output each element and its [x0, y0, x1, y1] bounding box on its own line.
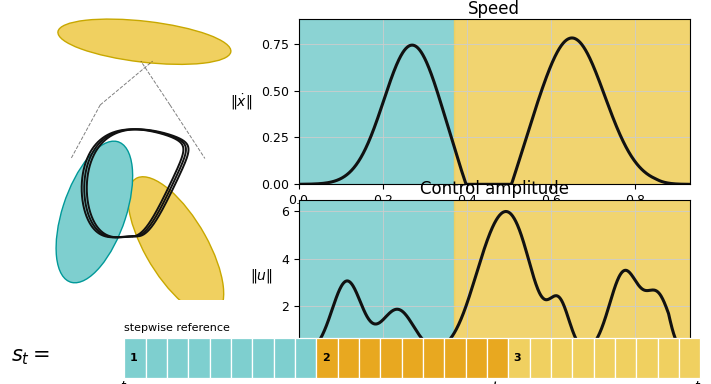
- Bar: [508, 338, 530, 378]
- Title: Control amplitude: Control amplitude: [419, 180, 569, 198]
- Bar: [658, 338, 679, 378]
- Y-axis label: $\|u\|$: $\|u\|$: [250, 268, 273, 285]
- Bar: [252, 338, 274, 378]
- Bar: [679, 338, 700, 378]
- Bar: [295, 338, 316, 378]
- Bar: [454, 200, 690, 353]
- Text: 1: 1: [129, 353, 137, 363]
- Text: $t_i$: $t_i$: [119, 380, 129, 384]
- Text: $t_N$: $t_N$: [694, 380, 707, 384]
- Text: 3: 3: [514, 353, 521, 363]
- Ellipse shape: [128, 177, 224, 315]
- Bar: [487, 338, 508, 378]
- Text: 2: 2: [321, 353, 329, 363]
- Bar: [444, 338, 466, 378]
- Bar: [530, 338, 551, 378]
- Bar: [572, 338, 594, 378]
- Bar: [636, 338, 658, 378]
- Bar: [594, 338, 615, 378]
- X-axis label: t: t: [491, 381, 497, 384]
- Title: Speed: Speed: [468, 0, 520, 18]
- Text: $s_t =$: $s_t =$: [11, 348, 50, 367]
- Bar: [615, 338, 636, 378]
- Bar: [124, 338, 146, 378]
- Bar: [338, 338, 359, 378]
- Bar: [454, 19, 690, 184]
- Bar: [402, 338, 423, 378]
- Bar: [359, 338, 380, 378]
- Bar: [316, 338, 338, 378]
- Bar: [146, 338, 167, 378]
- Ellipse shape: [56, 141, 133, 283]
- Bar: [167, 338, 188, 378]
- X-axis label: t: t: [491, 207, 497, 222]
- Bar: [210, 338, 231, 378]
- Y-axis label: $\|\dot{x}\|$: $\|\dot{x}\|$: [230, 92, 252, 112]
- Text: stepwise reference: stepwise reference: [124, 323, 230, 333]
- Bar: [551, 338, 572, 378]
- Bar: [274, 338, 295, 378]
- Bar: [380, 338, 402, 378]
- Ellipse shape: [58, 19, 231, 65]
- Bar: [231, 338, 252, 378]
- Bar: [299, 200, 454, 353]
- Bar: [423, 338, 444, 378]
- Bar: [188, 338, 210, 378]
- Bar: [299, 19, 454, 184]
- Bar: [466, 338, 487, 378]
